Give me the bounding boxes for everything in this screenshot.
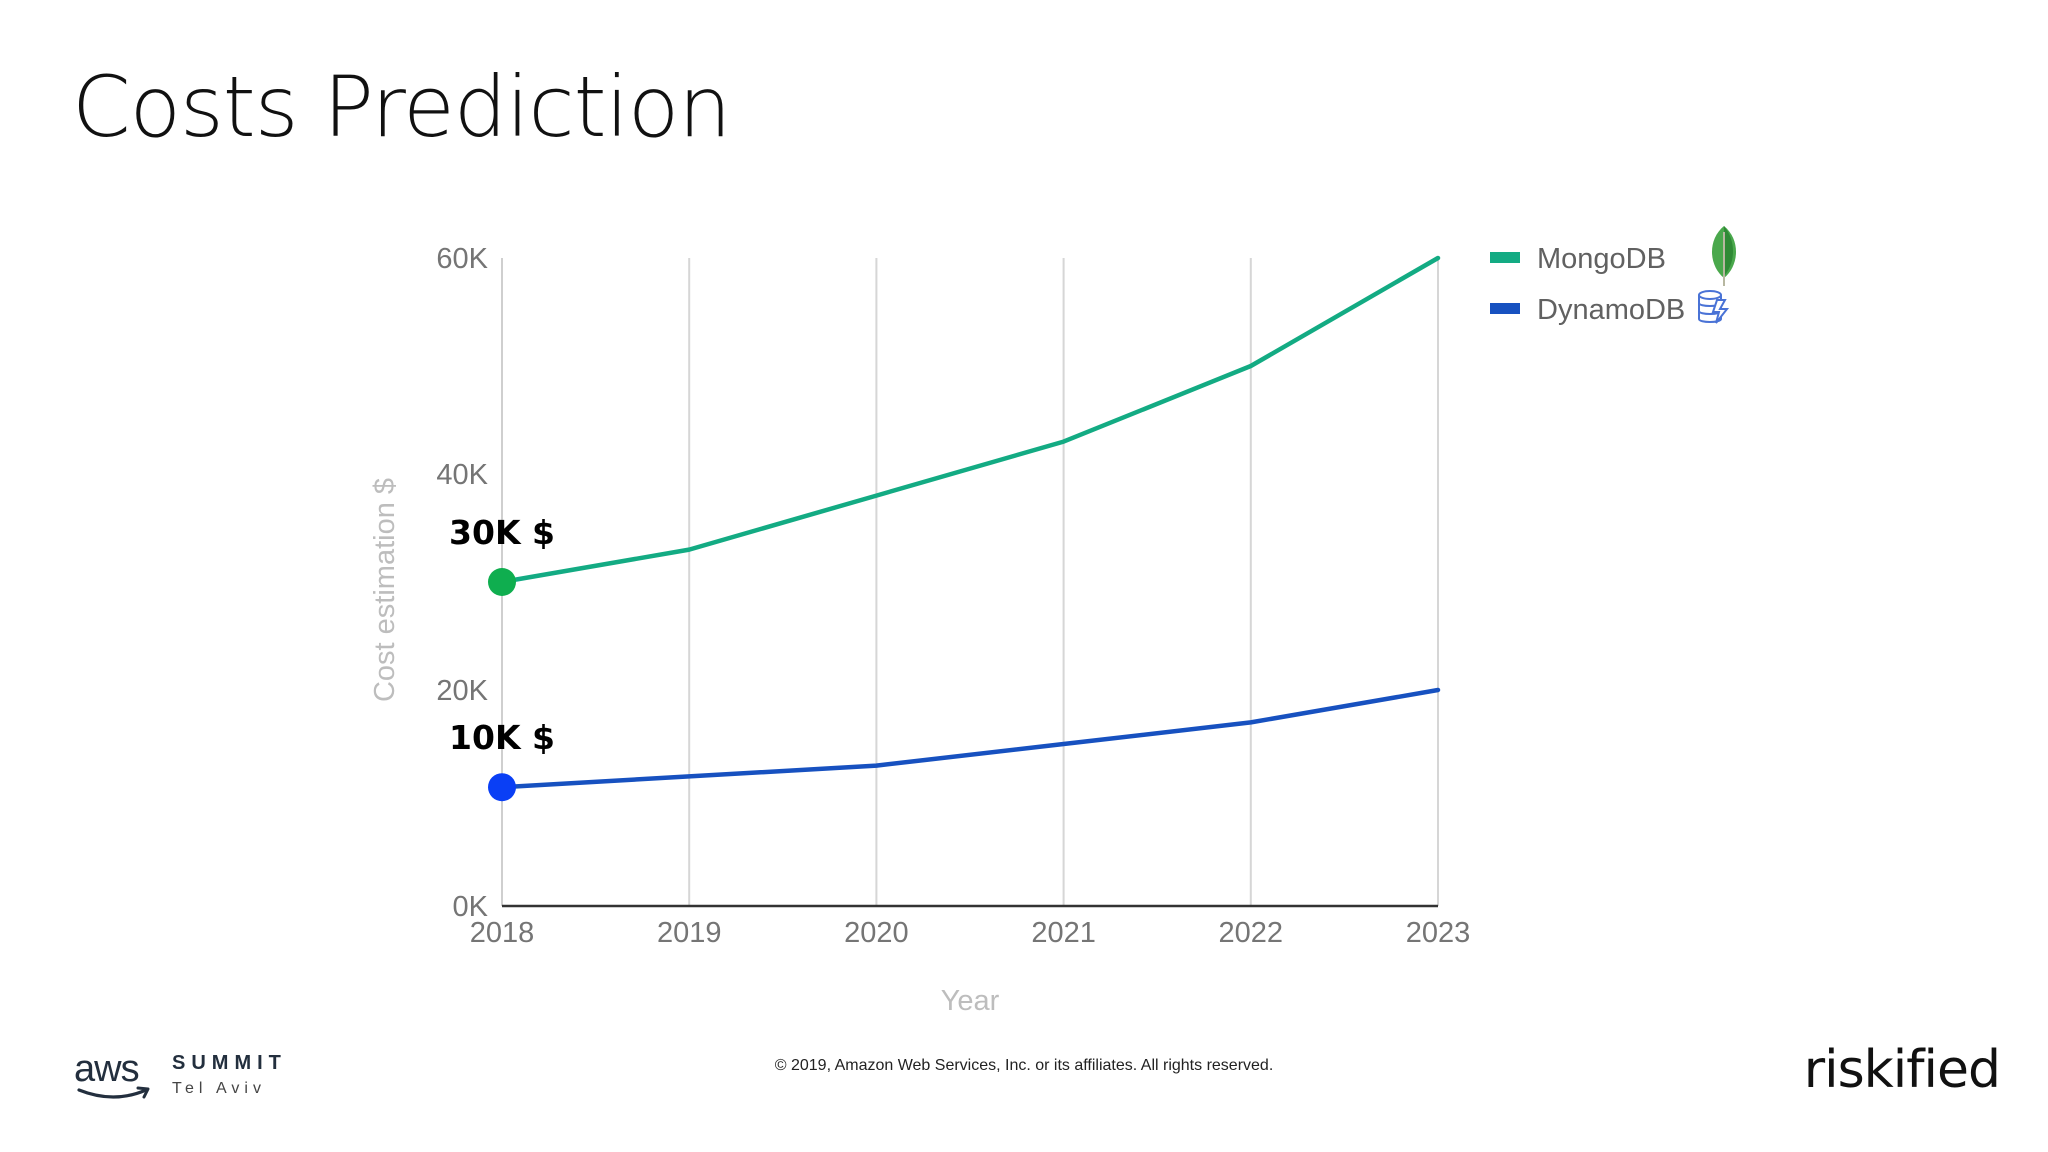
summit-wordmark: SUMMIT bbox=[172, 1052, 287, 1074]
legend: MongoDB DynamoDB bbox=[1490, 226, 1737, 326]
callout-dot-dynamodb bbox=[488, 773, 516, 802]
annotations: 30K $ 10K $ bbox=[449, 513, 555, 802]
callout-label-mongodb: 30K $ bbox=[449, 513, 555, 552]
line-chart: 2018 2019 2020 2021 2022 2023 0K 20K 40K 60K Year C… bbox=[369, 226, 1737, 1017]
y-tick-label: 0K bbox=[453, 891, 489, 923]
aws-smile-icon bbox=[77, 1086, 150, 1099]
riskified-logo: riskified bbox=[1803, 1040, 2001, 1100]
summit-city: Tel Aviv bbox=[172, 1080, 266, 1097]
series-lines bbox=[499, 255, 1441, 790]
callout-dot-mongodb bbox=[488, 568, 516, 596]
series-line-dynamodb bbox=[499, 687, 1441, 790]
dynamodb-bolt bbox=[1711, 299, 1730, 324]
x-tick-label: 2018 bbox=[470, 917, 535, 949]
series-line-mongodb bbox=[499, 255, 1441, 585]
y-tick-label: 20K bbox=[436, 675, 488, 707]
y-axis-title: Cost estimation $ bbox=[369, 478, 401, 702]
x-axis-title: Year bbox=[941, 985, 1000, 1017]
copyright-notice: © 2019, Amazon Web Services, Inc. or its… bbox=[774, 1057, 1274, 1074]
x-tick-label: 2019 bbox=[657, 917, 722, 949]
mongodb-leaf-icon bbox=[1711, 226, 1737, 286]
dynamodb-db-body bbox=[1698, 295, 1722, 323]
axes: 2018 2019 2020 2021 2022 2023 0K 20K 40K 60K Year C… bbox=[369, 243, 1470, 1017]
y-tick-label: 40K bbox=[436, 459, 488, 491]
dynamodb-icon bbox=[1698, 290, 1730, 324]
legend-label-mongodb: MongoDB bbox=[1537, 243, 1666, 275]
grid-lines bbox=[688, 258, 1439, 906]
legend-swatch-mongodb bbox=[1490, 252, 1520, 263]
x-tick-label: 2021 bbox=[1031, 917, 1096, 949]
legend-swatch-dynamodb bbox=[1490, 303, 1520, 314]
x-tick-label: 2020 bbox=[844, 917, 909, 949]
y-tick-label: 60K bbox=[436, 243, 488, 275]
x-tick-label: 2023 bbox=[1406, 917, 1471, 949]
slide-title: Costs Prediction bbox=[72, 58, 732, 156]
callout-label-dynamodb: 10K $ bbox=[449, 718, 555, 757]
aws-wordmark: aws bbox=[74, 1048, 140, 1090]
mongodb-leaf-shade bbox=[1724, 226, 1734, 276]
x-tick-label: 2022 bbox=[1219, 917, 1284, 949]
legend-label-dynamodb: DynamoDB bbox=[1537, 294, 1685, 326]
dynamodb-db-top bbox=[1698, 290, 1722, 300]
